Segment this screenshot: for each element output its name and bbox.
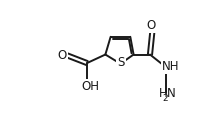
Text: N: N bbox=[166, 87, 175, 100]
Text: 2: 2 bbox=[163, 94, 168, 103]
Text: NH: NH bbox=[162, 60, 180, 74]
Text: S: S bbox=[118, 56, 125, 69]
Text: H: H bbox=[159, 87, 167, 100]
Text: O: O bbox=[57, 49, 67, 62]
Text: OH: OH bbox=[81, 80, 99, 93]
Text: O: O bbox=[146, 19, 155, 32]
